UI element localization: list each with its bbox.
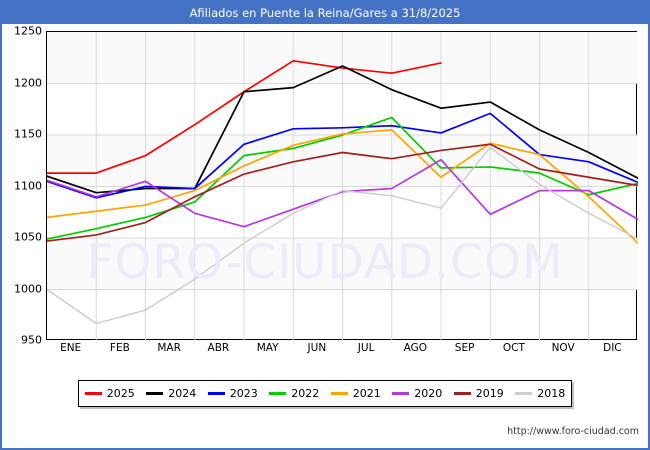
y-tick-1250: 1250	[14, 24, 42, 38]
y-tick-1000: 1000	[14, 282, 42, 295]
x-tick-dic: DIC	[603, 342, 622, 354]
y-tick-1200: 1200	[14, 76, 42, 89]
legend-item-2022[interactable]: 2022	[269, 387, 319, 400]
x-axis-tick-labels: ENE FEB MAR ABR MAY JUN JUL AGO SEP OCT NOV DIC	[46, 342, 637, 358]
legend-item-2024[interactable]: 2024	[146, 387, 196, 400]
legend-label-2025: 2025	[106, 387, 135, 400]
legend-swatch-2025	[84, 392, 102, 395]
series-line-2018	[47, 146, 638, 325]
legend-label-2018: 2018	[537, 387, 566, 400]
series-line-2020	[47, 158, 638, 228]
legend-swatch-2024	[146, 392, 164, 395]
x-tick-jul: JUL	[357, 342, 375, 354]
page-title: Afiliados en Puente la Reina/Gares a 31/…	[189, 6, 461, 20]
legend-item-2020[interactable]: 2020	[392, 387, 442, 400]
legend-label-2022: 2022	[291, 387, 320, 400]
series-line-2021	[47, 128, 638, 244]
legend-item-2023[interactable]: 2023	[207, 387, 258, 400]
x-tick-may: MAY	[256, 342, 279, 354]
x-tick-abr: ABR	[207, 342, 230, 354]
y-axis-tick-labels: 950 1000 1050 1100 1150 1200 1250	[2, 25, 42, 347]
series-line-2024	[47, 65, 638, 194]
legend-label-2020: 2020	[414, 387, 443, 400]
series-line-2019	[47, 143, 638, 242]
x-tick-mar: MAR	[157, 342, 181, 354]
series-lines	[47, 59, 638, 325]
y-tick-1150: 1150	[14, 127, 42, 141]
window-title-bar: Afiliados en Puente la Reina/Gares a 31/…	[2, 2, 648, 24]
y-tick-950: 950	[21, 333, 42, 347]
legend-item-2019[interactable]: 2019	[453, 387, 504, 400]
legend-swatch-2019	[453, 392, 471, 395]
x-tick-ago: AGO	[403, 342, 428, 354]
x-tick-sep: SEP	[454, 342, 475, 354]
plot-frame	[46, 31, 638, 341]
legend-swatch-2021	[330, 392, 348, 395]
legend-label-2024: 2024	[168, 387, 197, 400]
legend-label-2021: 2021	[352, 387, 381, 400]
legend-label-2019: 2019	[475, 387, 504, 400]
series-line-2022	[47, 116, 638, 240]
y-tick-1050: 1050	[14, 230, 42, 244]
legend-label-2023: 2023	[229, 387, 258, 400]
legend-item-2021[interactable]: 2021	[330, 387, 381, 400]
y-tick-1100: 1100	[14, 179, 42, 192]
x-tick-oct: OCT	[502, 342, 525, 354]
footer-url: http://www.foro-ciudad.com	[507, 426, 639, 437]
legend-item-2018[interactable]: 2018	[515, 387, 565, 400]
legend-item-2025[interactable]: 2025	[84, 387, 135, 400]
plot-area	[46, 31, 638, 341]
legend-swatch-2020	[392, 392, 410, 395]
legend-swatch-2018	[515, 392, 533, 395]
legend-swatch-2023	[207, 392, 225, 395]
x-tick-ene: ENE	[60, 342, 82, 354]
x-tick-feb: FEB	[109, 342, 130, 354]
chart-legend: 2025 2024 2023 2022 2021 2020 2019 2018	[78, 380, 572, 407]
legend-swatch-2022	[269, 392, 287, 395]
x-tick-jun: JUN	[307, 342, 327, 354]
x-tick-nov: NOV	[551, 342, 575, 354]
